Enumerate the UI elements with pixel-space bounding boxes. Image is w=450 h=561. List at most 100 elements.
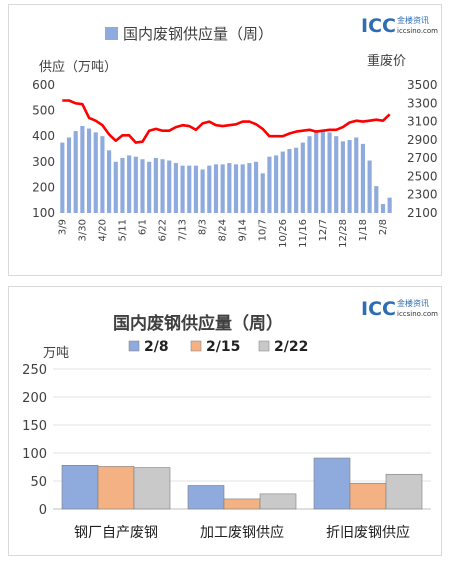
y-tick-label-right: 3500 xyxy=(407,78,438,92)
supply-bar xyxy=(327,132,332,213)
supply-bar xyxy=(193,165,199,213)
supply-bar xyxy=(253,161,259,213)
y-tick-label-left: 600 xyxy=(32,78,55,92)
supply-bars xyxy=(60,125,392,213)
bar-2/15 xyxy=(349,482,387,510)
bar-2/8 xyxy=(313,457,351,510)
supply-bar xyxy=(300,142,305,213)
supply-bar xyxy=(240,164,245,213)
chart-legend: 国内废钢供应量（周） xyxy=(105,25,273,43)
bar-2/8 xyxy=(61,465,99,510)
supply-bar xyxy=(160,159,165,213)
y-tick-label-right: 2100 xyxy=(407,206,438,220)
y-tick-label-right: 2900 xyxy=(407,133,438,147)
supply-bar xyxy=(173,163,178,213)
legend-label: 2/22 xyxy=(274,339,308,355)
supply-bar xyxy=(213,164,219,213)
y-axis-label-right: 重废价 xyxy=(367,53,406,69)
weekly-grouped-bar-chart: 国内废钢供应量（周） ICC 金楼资讯 iccsino.com 万吨 2/8 2/… xyxy=(22,298,438,541)
supply-bar xyxy=(60,142,65,213)
supply-bar xyxy=(227,163,232,213)
brand-logo: ICC 金楼资讯 iccsino.com xyxy=(361,15,438,37)
supply-bar xyxy=(147,161,152,213)
x-tick-label: 2/8 xyxy=(378,219,389,235)
x-tick-label: 1/18 xyxy=(358,219,369,241)
supply-bar xyxy=(374,186,379,213)
supply-bar xyxy=(120,157,125,213)
brand-url: iccsino.com xyxy=(397,27,438,35)
supply-bar xyxy=(113,161,118,213)
y-tick-label: 150 xyxy=(22,419,47,434)
legend-label: 国内废钢供应量（周） xyxy=(123,25,273,43)
legend-label: 2/15 xyxy=(206,339,240,355)
brand-logo: ICC 金楼资讯 iccsino.com xyxy=(361,298,438,320)
price-series-line xyxy=(62,99,391,144)
bar-2/15 xyxy=(223,498,261,510)
category-labels: 钢厂自产废钢 加工废钢供应 折旧废钢供应 xyxy=(74,524,410,541)
y-tick-label: 50 xyxy=(30,475,47,490)
legend-swatch xyxy=(128,340,140,352)
y-tick-label-right: 3300 xyxy=(407,96,438,110)
x-tick-label: 3/30 xyxy=(77,219,88,241)
chart-title: 国内废钢供应量（周） xyxy=(113,313,283,334)
weekly-comparison-panel: 国内废钢供应量（周） ICC 金楼资讯 iccsino.com 万吨 2/8 2/… xyxy=(8,286,442,556)
supply-bar xyxy=(207,165,212,213)
y-tick-label-left: 300 xyxy=(32,155,55,169)
supply-bar xyxy=(380,204,386,213)
grouped-bars xyxy=(61,457,423,510)
x-axis-ticks: 3/9 3/30 4/20 5/11 6/1 6/22 7/13 8/3 8/24 9/14 10/… xyxy=(57,219,389,248)
supply-bar xyxy=(280,151,285,213)
x-tick-label: 9/14 xyxy=(238,219,249,241)
y-tick-label-left: 200 xyxy=(32,180,55,194)
x-tick-label: 8/24 xyxy=(218,219,229,241)
scrap-price-line xyxy=(62,99,391,144)
chart-legend: 2/8 2/15 2/22 xyxy=(128,339,308,355)
supply-bar xyxy=(220,164,225,213)
supply-bar xyxy=(73,131,78,213)
supply-bar xyxy=(340,141,345,213)
supply-bar xyxy=(287,149,292,213)
supply-bar xyxy=(320,131,325,213)
category-label: 加工废钢供应 xyxy=(200,524,284,541)
x-tick-label: 6/1 xyxy=(138,219,149,235)
supply-bar xyxy=(107,150,112,213)
y-tick-label-right: 3100 xyxy=(407,115,438,129)
y-tick-label: 0 xyxy=(39,503,47,518)
supply-bar xyxy=(314,132,319,213)
supply-bar xyxy=(66,137,72,213)
supply-bar xyxy=(233,164,239,213)
legend-swatch xyxy=(190,340,202,352)
y-axis-label: 万吨 xyxy=(43,346,69,361)
x-tick-label: 7/13 xyxy=(178,219,189,241)
supply-bar xyxy=(93,132,98,213)
y-tick-label-left: 100 xyxy=(32,206,55,220)
supply-bar xyxy=(267,156,272,213)
y-tick-label: 250 xyxy=(22,363,47,378)
supply-bar xyxy=(187,165,192,213)
x-tick-label: 11/16 xyxy=(298,219,309,248)
supply-bar xyxy=(86,128,92,213)
legend-swatch xyxy=(105,27,118,40)
y-axis-label-left: 供应（万吨） xyxy=(39,59,117,75)
supply-bar xyxy=(367,160,372,213)
supply-bar xyxy=(180,165,185,213)
supply-bar xyxy=(387,197,392,213)
brand-name: 金楼资讯 xyxy=(397,15,429,25)
supply-bar xyxy=(354,137,359,213)
supply-bar xyxy=(153,157,158,213)
x-tick-label: 10/26 xyxy=(278,219,289,248)
supply-bar xyxy=(260,173,265,213)
supply-bar xyxy=(334,136,339,213)
supply-bar xyxy=(247,163,252,213)
supply-bar xyxy=(360,143,366,213)
y-tick-label-left: 400 xyxy=(32,129,55,143)
category-label: 钢厂自产废钢 xyxy=(74,525,158,541)
y-axis-ticks-left: 100 200 300 400 500 600 xyxy=(32,78,55,220)
bar-2/22 xyxy=(385,473,423,510)
bar-2/22 xyxy=(133,467,171,510)
y-tick-label-right: 2700 xyxy=(407,151,438,165)
supply-bar xyxy=(80,125,85,213)
y-tick-label: 200 xyxy=(22,391,47,406)
supply-bar xyxy=(294,147,299,213)
bar-2/22 xyxy=(259,493,297,510)
